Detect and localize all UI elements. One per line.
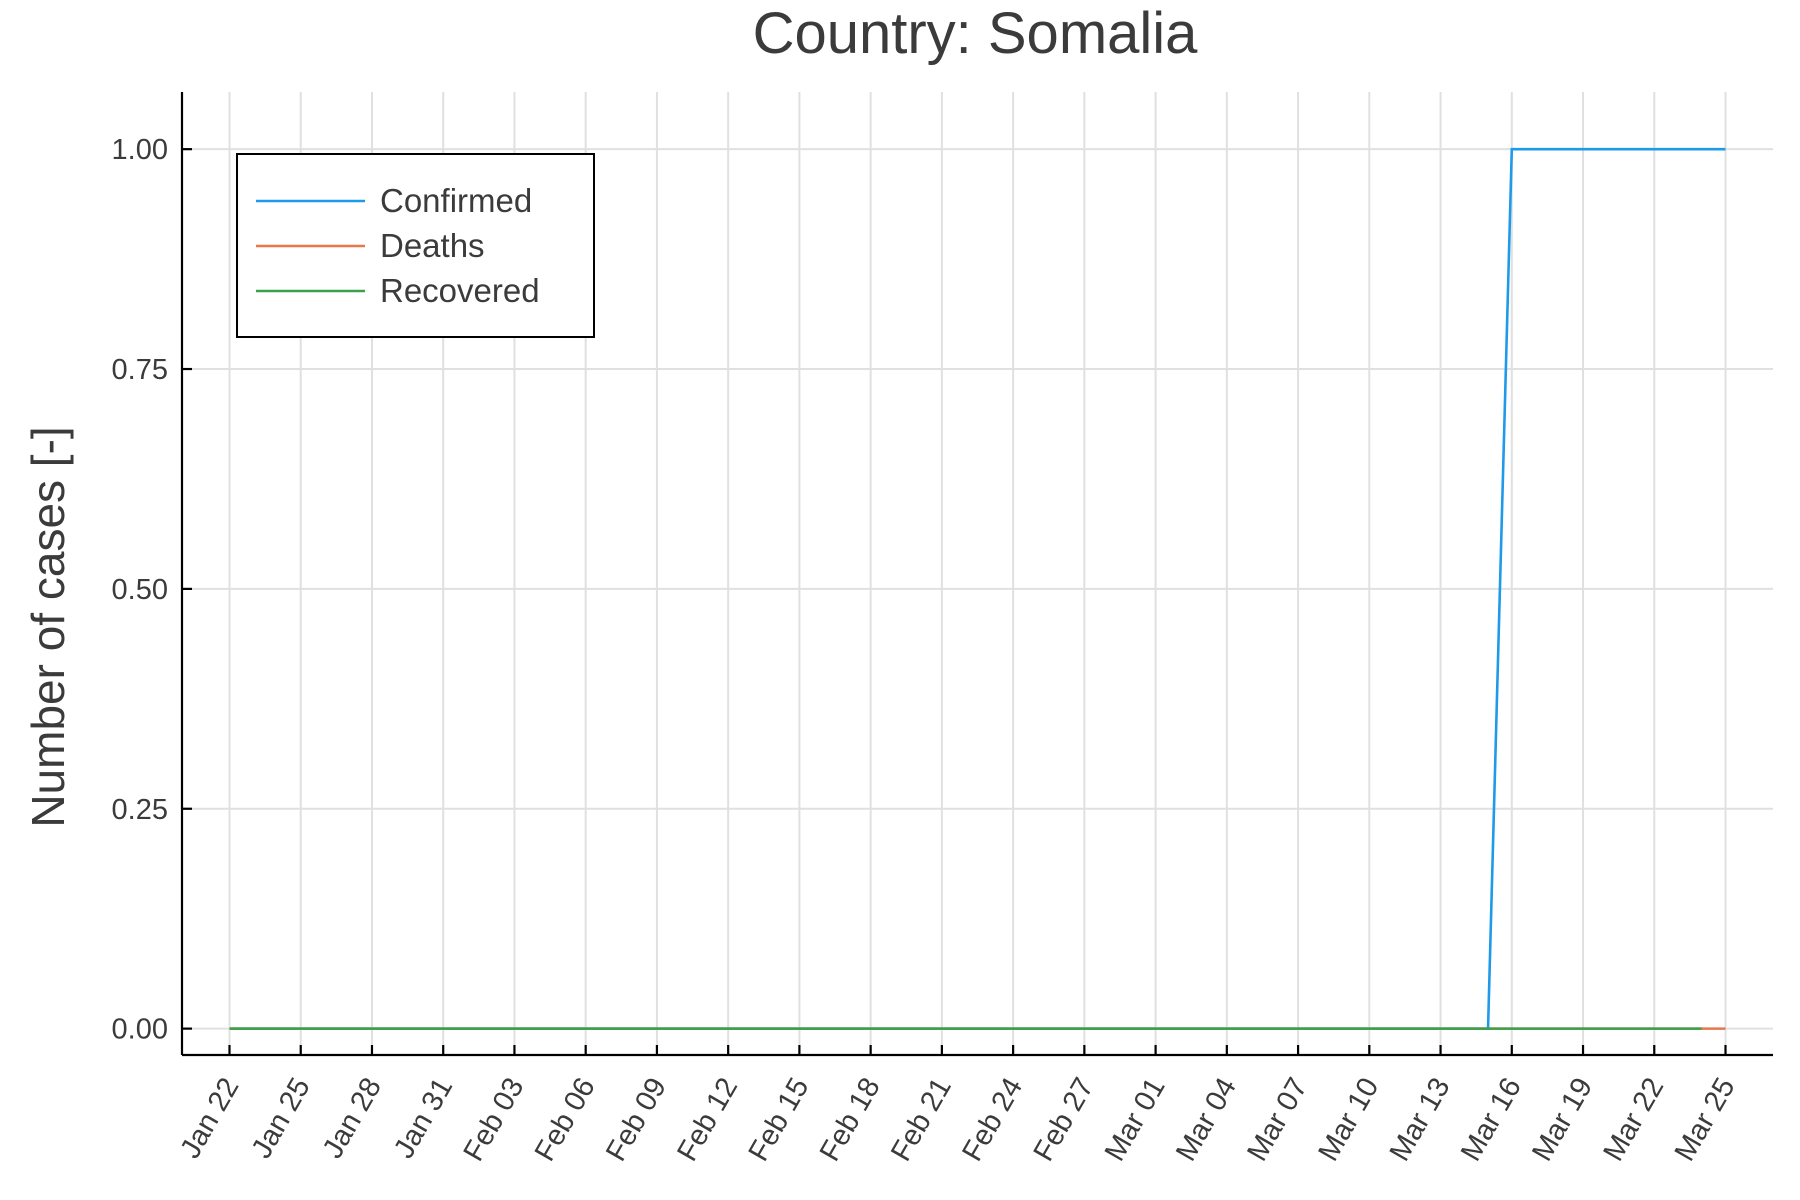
x-tick-label: Mar 04: [1170, 1073, 1243, 1167]
x-tick-label: Mar 01: [1099, 1073, 1172, 1167]
chart-title: Country: Somalia: [753, 1, 1199, 66]
x-tick-label: Mar 16: [1455, 1073, 1528, 1167]
y-tick-label: 1.00: [112, 134, 168, 166]
x-tick-label: Feb 18: [814, 1073, 887, 1167]
y-tick-label: 0.00: [112, 1014, 168, 1046]
x-tick-label: Feb 15: [743, 1073, 816, 1167]
legend: Confirmed Deaths Recovered: [236, 153, 595, 338]
x-tick-label: Feb 21: [885, 1073, 958, 1167]
x-tick-label: Jan 28: [317, 1073, 388, 1164]
x-tick-label: Feb 09: [600, 1073, 673, 1167]
x-tick-label: Feb 03: [458, 1073, 531, 1167]
y-tick-label: 0.25: [112, 794, 168, 826]
x-tick-label: Jan 22: [174, 1073, 245, 1164]
x-tick-label: Mar 07: [1241, 1073, 1314, 1167]
series-lines: [229, 147, 1726, 1030]
x-tick-label: Feb 27: [1028, 1073, 1101, 1167]
y-axis-label: Number of cases [-]: [22, 426, 74, 827]
legend-label-deaths: Deaths: [380, 227, 485, 264]
x-tick-label: Feb 12: [671, 1073, 744, 1167]
y-tick-label: 0.75: [112, 354, 168, 386]
x-tick-label: Mar 13: [1384, 1073, 1457, 1167]
legend-label-recovered: Recovered: [380, 272, 540, 309]
x-tick-label: Feb 06: [529, 1073, 602, 1167]
x-tick-label: Mar 19: [1526, 1073, 1599, 1167]
x-tick-label: Jan 25: [246, 1073, 317, 1164]
x-tick-label: Feb 24: [956, 1073, 1029, 1167]
x-tick-label: Mar 25: [1669, 1073, 1742, 1167]
y-tick-label: 0.50: [112, 574, 168, 606]
axes: [180, 92, 1773, 1057]
x-tick-label: Mar 10: [1313, 1073, 1386, 1167]
legend-label-confirmed: Confirmed: [380, 182, 532, 219]
x-tick-label: Jan 31: [388, 1073, 459, 1164]
x-tick-label: Mar 22: [1597, 1073, 1670, 1167]
